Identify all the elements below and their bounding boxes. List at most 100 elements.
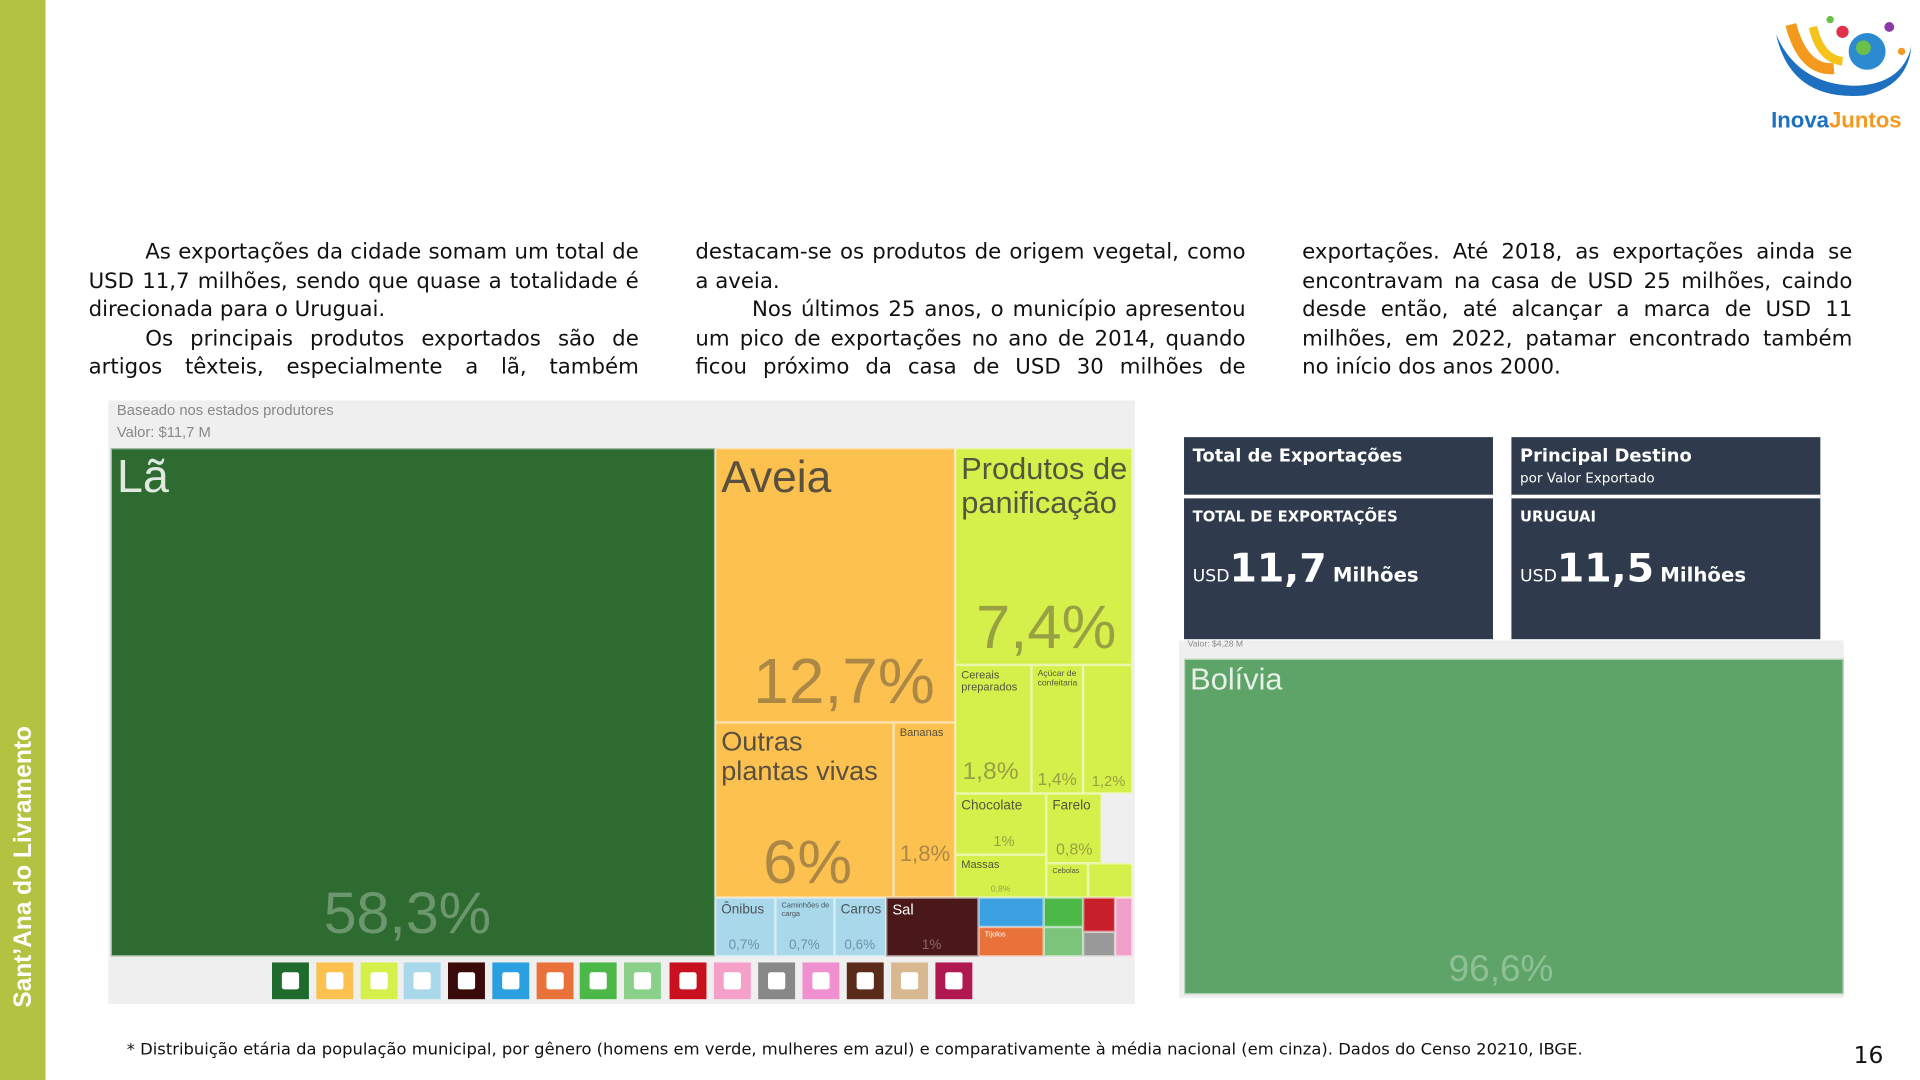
tile-share: 7,4% [976,592,1117,662]
tile-label: Farelo [1052,798,1091,814]
tile-share: 58,3% [323,881,492,947]
tile-label: Produtos de panificação [961,451,1128,520]
category-icon[interactable] [624,962,661,1000]
card-label: URUGUAI [1520,508,1597,526]
tile-label: Açúcar de confeitaria [1037,669,1078,688]
tile-label: Ônibus [721,902,765,918]
card-title: Total de Exportações [1192,446,1403,467]
stat-card: Total de Exportações TOTAL DE EXPORTAÇÕE… [1184,437,1493,640]
tile-share: 1% [921,937,942,953]
tile [1043,897,1084,927]
tile: Caminhões de carga 0,7% [775,897,835,957]
category-icon[interactable] [579,962,617,1000]
tile-label: Cebolas [1052,868,1080,876]
paragraph: Os principais produtos exportados são de… [88,240,1246,380]
card-unit: Milhões [1332,563,1419,587]
category-icon[interactable] [316,962,354,1000]
card-amount: USD11,5 Milhões [1520,545,1746,592]
tile-share: 1% [993,832,1015,850]
tile [1088,863,1133,898]
tile [1083,897,1116,932]
page-number: 16 [1853,1042,1884,1069]
tile-share: 1,8% [899,841,951,866]
tile-label: Tijolos [984,931,1006,940]
tile: 1,2% [1083,664,1133,794]
card-subtitle: por Valor Exportado [1520,470,1655,487]
tile [1115,897,1133,957]
treemap-subtitle: Baseado nos estados produtores [116,401,334,419]
category-icon[interactable] [802,962,840,1000]
tile-share: 0,8% [1056,840,1093,859]
card-label: TOTAL DE EXPORTAÇÕES [1192,508,1398,526]
tile: Cereais preparados 1,8% [955,664,1032,794]
tile: Bolívia 96,6% [1184,658,1844,995]
tile-share: 1,4% [1037,768,1077,789]
tile: Farelo 0,8% [1046,793,1102,864]
treemap-total: Valor: $4,28 M [1187,640,1244,649]
tile-label: Carros [840,902,882,918]
category-icon[interactable] [758,962,796,1000]
tile-label: Cereais preparados [961,668,1018,693]
category-icon[interactable] [713,962,751,1000]
tile: Açúcar de confeitaria 1,4% [1031,664,1084,794]
logo-text-1: Inova [1771,107,1829,133]
tile-label: Sal [892,901,914,919]
tile [978,897,1044,927]
category-icon[interactable] [403,962,441,1000]
tile-label: Caminhões de carga [781,902,830,918]
card-amount: USD11,7 Milhões [1193,545,1419,592]
sidebar-title: Sant’Ana do Livramento [9,726,37,1008]
tile: Cebolas [1046,863,1089,898]
logo-text-2: Juntos [1828,107,1902,133]
stat-card: Principal Destino por Valor Exportado URU… [1511,437,1821,640]
category-icon[interactable] [669,962,707,1000]
tile: Lã 58,3% [110,448,716,957]
tile-share: 1,2% [1091,772,1126,790]
tile-share: 0,8% [990,885,1011,894]
tile-share: 1,8% [962,757,1019,785]
card-currency: USD [1520,566,1557,587]
tile-share: 0,6% [844,937,876,953]
treemap-total: Valor: $11,7 M [116,423,211,441]
category-icon[interactable] [846,962,884,1000]
tile-label: Bolívia [1190,662,1283,697]
tile-label: Massas [961,858,1000,871]
tile [1043,926,1084,957]
footnote: * Distribuição etária da população munic… [126,1040,1583,1060]
tile: Aveia 12,7% [715,448,956,723]
tile-label: Aveia [721,451,832,503]
category-icon[interactable] [536,962,574,1000]
category-icon[interactable] [448,962,485,1000]
card-unit: Milhões [1660,563,1747,587]
category-icon[interactable] [492,962,530,1000]
tile-label: Outras plantas vivas [721,726,878,787]
tile-share: 0,7% [788,937,820,953]
category-icon[interactable] [891,962,929,1000]
tile: Chocolate 1% [955,793,1047,855]
paragraph: Nos últimos 25 anos, o município apresen… [695,240,1853,380]
tile: Ônibus 0,7% [715,897,776,957]
category-icon[interactable] [272,962,309,1000]
tile-share: 12,7% [753,646,935,718]
logo-text: InovaJuntos [1771,108,1902,134]
tile: Tijolos [978,926,1044,957]
tile [1083,931,1116,957]
category-icon[interactable] [360,962,398,1000]
card-value: 11,7 [1229,544,1327,592]
tile: Produtos de panificação 7,4% [955,448,1133,665]
tile-label: Chocolate [961,798,1023,814]
logo-graphic [1776,15,1912,97]
card-value: 11,5 [1556,544,1655,592]
logo: InovaJuntos [1766,10,1916,137]
category-icon[interactable] [935,962,973,1000]
tile: Sal 1% [886,897,979,957]
card-header: Principal Destino por Valor Exportado [1511,437,1821,499]
tile-label: Lã [116,451,169,504]
sidebar: Sant’Ana do Livramento [0,0,46,1080]
card-title: Principal Destino [1520,446,1692,467]
body-text: As exportações da cidade somam um total … [89,239,1853,392]
tile: Outras plantas vivas 6% [715,722,894,898]
card-currency: USD [1192,566,1230,587]
tile-share: 6% [763,827,853,897]
